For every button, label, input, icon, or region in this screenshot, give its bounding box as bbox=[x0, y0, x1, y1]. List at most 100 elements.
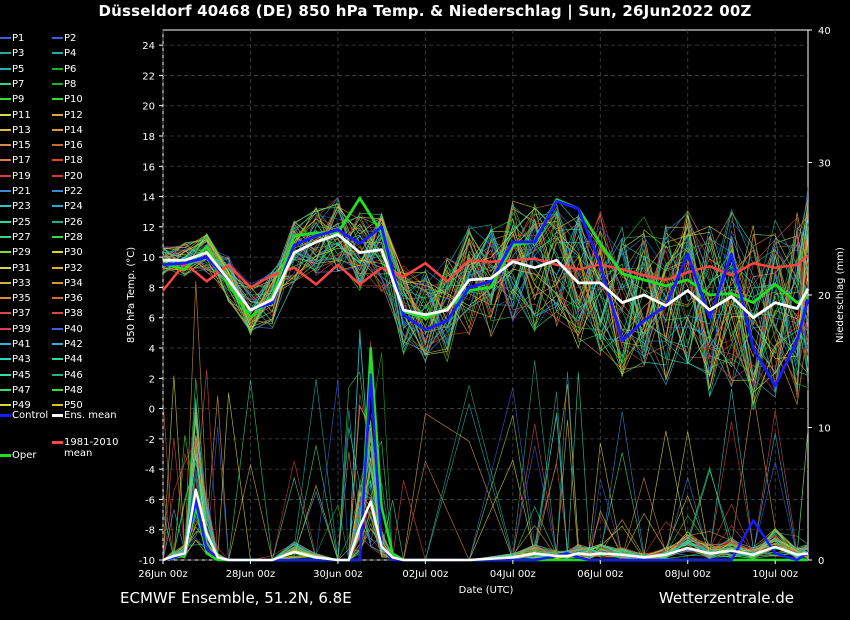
x-tick-label: 28Jun 00z bbox=[226, 569, 276, 580]
legend-swatch bbox=[0, 413, 11, 417]
legend-item-member: P41 bbox=[0, 339, 31, 350]
member-temp-line bbox=[162, 204, 809, 405]
member-temp-line bbox=[162, 211, 809, 376]
legend-item-member: P18 bbox=[52, 155, 83, 166]
legend-swatch bbox=[0, 327, 11, 330]
model-info: ECMWF Ensemble, 51.2N, 6.8E bbox=[120, 589, 352, 607]
legend-label: P35 bbox=[12, 293, 31, 305]
legend-label: P5 bbox=[12, 63, 25, 75]
legend-item-member: P34 bbox=[52, 278, 83, 289]
legend-label: P47 bbox=[12, 384, 31, 396]
y-tick-label: 10 bbox=[142, 253, 155, 264]
ens-mean-temp-line bbox=[163, 233, 810, 320]
legend-label: P39 bbox=[12, 323, 31, 335]
member-temp-line bbox=[162, 218, 809, 388]
legend-item-member: P16 bbox=[52, 140, 83, 151]
y-tick-label: -4 bbox=[145, 465, 155, 476]
legend-swatch bbox=[52, 37, 63, 39]
legend-label: P17 bbox=[12, 155, 31, 167]
legend-swatch bbox=[52, 327, 63, 330]
legend-label: P50 bbox=[64, 400, 83, 412]
legend-item-member: P17 bbox=[0, 155, 31, 166]
legend-item-member: P47 bbox=[0, 385, 31, 396]
legend-label: P45 bbox=[12, 369, 31, 381]
legend-swatch bbox=[52, 128, 63, 131]
legend-item-member: P31 bbox=[0, 263, 31, 274]
member-temp-line bbox=[162, 208, 809, 390]
legend-item-member: P5 bbox=[0, 64, 24, 75]
legend-item-member: P29 bbox=[0, 247, 31, 258]
legend-label: P34 bbox=[64, 277, 83, 289]
legend-label: P26 bbox=[64, 216, 83, 228]
member-temp-line bbox=[162, 202, 809, 376]
legend-label: P2 bbox=[64, 33, 77, 44]
legend-label: P32 bbox=[64, 262, 83, 274]
legend-item-member: P40 bbox=[52, 324, 83, 335]
legend-item-member: P37 bbox=[0, 308, 31, 319]
legend-swatch bbox=[0, 174, 11, 177]
legend-item-member: P32 bbox=[52, 263, 83, 274]
legend-swatch bbox=[0, 67, 11, 70]
legend-swatch bbox=[0, 312, 11, 315]
legend-label: P37 bbox=[12, 308, 31, 320]
legend-swatch bbox=[52, 440, 63, 444]
legend-swatch bbox=[0, 128, 11, 131]
legend-item-member: P1 bbox=[0, 33, 24, 44]
legend-label: P22 bbox=[64, 186, 83, 197]
control-temp-line bbox=[162, 199, 810, 388]
legend-swatch bbox=[52, 113, 63, 116]
legend-swatch bbox=[52, 174, 63, 177]
y-tick-label: 16 bbox=[142, 162, 155, 173]
y-tick-label: -10 bbox=[139, 556, 155, 567]
legend-label: P7 bbox=[12, 78, 25, 90]
legend-item-member: P38 bbox=[52, 308, 83, 319]
legend-swatch bbox=[52, 52, 63, 55]
chart-title: Düsseldorf 40468 (DE) 850 hPa Temp. & Ni… bbox=[98, 2, 752, 20]
legend-label: P1 bbox=[12, 33, 25, 44]
legend-item-member: P50 bbox=[52, 400, 83, 411]
y-tick-label: 12 bbox=[142, 223, 155, 234]
legend-item-member: P11 bbox=[0, 110, 31, 121]
legend-item-member: P43 bbox=[0, 354, 31, 365]
legend-swatch bbox=[52, 388, 63, 391]
legend-item-member: P14 bbox=[52, 125, 83, 136]
legend-swatch bbox=[0, 281, 11, 284]
legend-label: P13 bbox=[12, 124, 31, 136]
legend-swatch bbox=[0, 453, 11, 457]
legend-swatch bbox=[52, 266, 63, 269]
legend-swatch bbox=[52, 159, 63, 162]
legend-label: P20 bbox=[64, 170, 83, 182]
y2-axis-ticks: 0 10 20 30 40 bbox=[808, 26, 831, 567]
legend-label: P6 bbox=[64, 63, 77, 75]
legend-item-member: P13 bbox=[0, 125, 31, 136]
legend-item-member: P39 bbox=[0, 324, 31, 335]
legend-item-member: P4 bbox=[52, 48, 76, 59]
legend-label: P48 bbox=[64, 384, 83, 396]
legend-item-member: P42 bbox=[52, 339, 83, 350]
legend-label: P27 bbox=[12, 231, 31, 243]
legend-swatch bbox=[0, 37, 11, 39]
legend-swatch bbox=[0, 358, 11, 361]
legend-swatch bbox=[52, 404, 63, 407]
legend-swatch bbox=[52, 413, 63, 417]
legend-item-member: P33 bbox=[0, 278, 31, 289]
legend-item-member: P25 bbox=[0, 217, 31, 228]
y-tick-label: 18 bbox=[142, 132, 155, 143]
legend-swatch bbox=[52, 235, 63, 238]
legend-item-member: P23 bbox=[0, 201, 31, 212]
legend-item-member: P20 bbox=[52, 171, 83, 182]
legend-label: P25 bbox=[12, 216, 31, 228]
member-temp-line bbox=[162, 202, 809, 396]
legend-item-member: P24 bbox=[52, 201, 83, 212]
y2-tick-label: 30 bbox=[818, 159, 831, 170]
clim-mean-line bbox=[162, 254, 809, 292]
legend-label: P18 bbox=[64, 155, 83, 167]
y-tick-label: -6 bbox=[145, 495, 155, 506]
legend-item-member: P2 bbox=[52, 33, 76, 44]
legend-label: P43 bbox=[12, 354, 31, 366]
member-temp-line bbox=[162, 221, 809, 358]
legend-item-member: P49 bbox=[0, 400, 31, 411]
legend-label: P12 bbox=[64, 109, 83, 121]
legend-label: P33 bbox=[12, 277, 31, 289]
